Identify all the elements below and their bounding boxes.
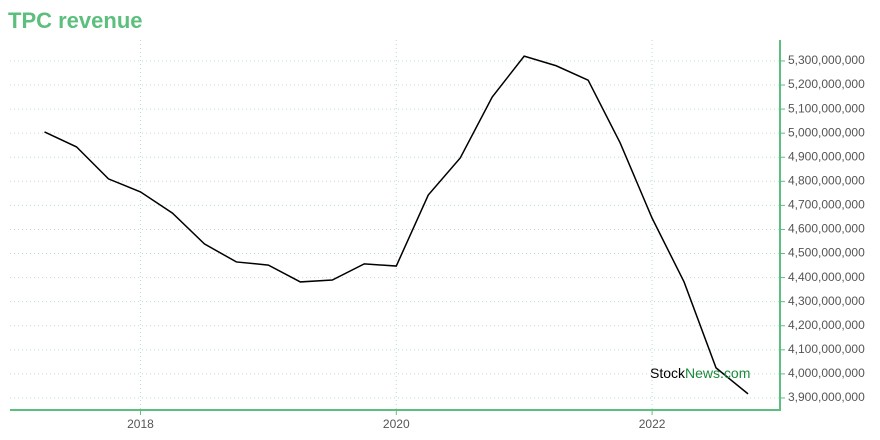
y-tick-label: 4,100,000,000 — [788, 342, 865, 356]
watermark: StockNews.com — [650, 365, 750, 381]
y-tick-label: 5,000,000,000 — [788, 125, 865, 139]
x-tick-label: 2022 — [639, 417, 666, 431]
x-tick-label: 2018 — [127, 417, 154, 431]
y-tick-label: 4,700,000,000 — [788, 198, 865, 212]
x-tick-label: 2020 — [383, 417, 410, 431]
y-tick-label: 4,400,000,000 — [788, 270, 865, 284]
y-tick-label: 4,500,000,000 — [788, 246, 865, 260]
y-tick-label: 3,900,000,000 — [788, 390, 865, 404]
y-tick-label: 4,000,000,000 — [788, 366, 865, 380]
watermark-part: News.com — [685, 365, 750, 381]
line — [44, 55, 749, 395]
y-tick-label: 4,800,000,000 — [788, 173, 865, 187]
y-tick-label: 4,600,000,000 — [788, 222, 865, 236]
y-tick-label: 5,200,000,000 — [788, 77, 865, 91]
y-tick-label: 4,900,000,000 — [788, 149, 865, 163]
y-tick-label: 4,300,000,000 — [788, 294, 865, 308]
y-tick-label: 4,200,000,000 — [788, 318, 865, 332]
watermark-part: Stock — [650, 365, 686, 381]
chart-title: TPC revenue — [8, 8, 143, 33]
y-tick-label: 5,100,000,000 — [788, 101, 865, 115]
y-tick-label: 5,300,000,000 — [788, 53, 865, 67]
